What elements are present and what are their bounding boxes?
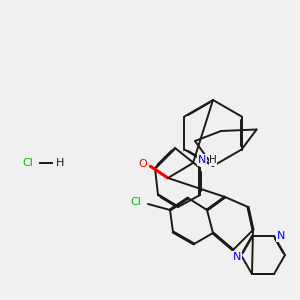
Text: Cl: Cl	[22, 158, 33, 168]
Text: O: O	[139, 159, 147, 169]
Text: H: H	[209, 155, 217, 165]
Text: N: N	[277, 231, 285, 241]
Text: N: N	[198, 155, 206, 165]
Text: Cl: Cl	[130, 197, 141, 207]
Text: N: N	[233, 252, 241, 262]
Text: H: H	[56, 158, 64, 168]
